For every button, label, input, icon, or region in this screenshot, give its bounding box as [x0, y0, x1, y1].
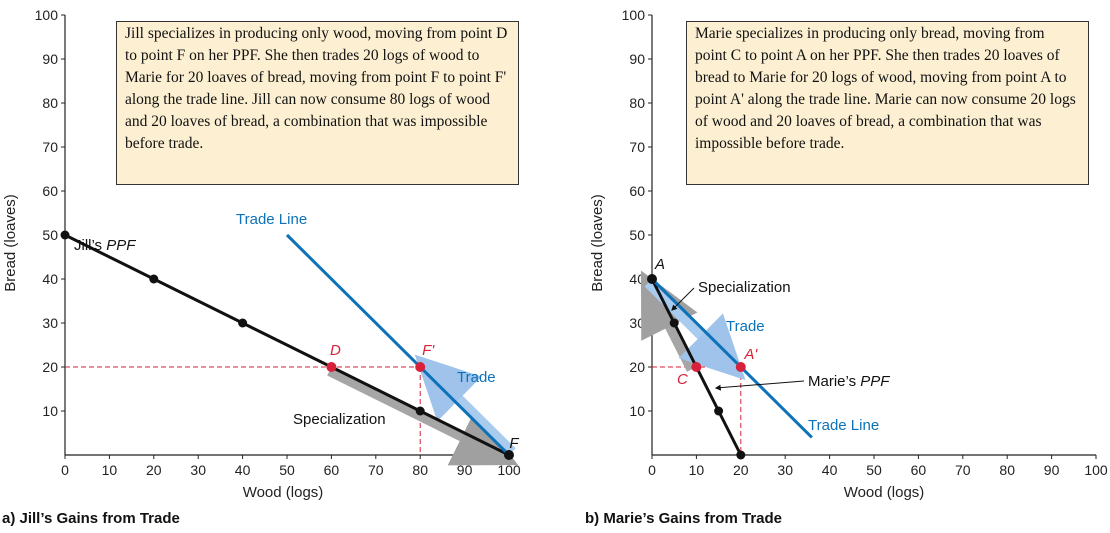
ppf-label-owner: Marie’s — [808, 373, 860, 390]
y-tick-label: 40 — [42, 271, 58, 287]
x-tick-label: 10 — [689, 462, 705, 478]
x-tick-label: 40 — [822, 462, 838, 478]
x-tick-label: 0 — [648, 462, 656, 478]
point-label-f: F — [509, 435, 519, 452]
y-tick-label: 30 — [629, 315, 645, 331]
x-tick-label: 50 — [279, 462, 295, 478]
ppf-line — [64, 233, 510, 457]
ppf-point — [60, 230, 70, 240]
y-tick-label: 60 — [629, 183, 645, 199]
trade-line-label: Trade Line — [236, 211, 307, 228]
labeled-point-f-prime — [415, 362, 426, 372]
y-tick-label: 50 — [629, 227, 645, 243]
ppf-label-pointer — [714, 380, 805, 391]
panel-a-explanation-note: Jill specializes in producing only wood,… — [116, 21, 519, 185]
trade-label: Trade — [457, 369, 496, 386]
x-tick-label: 30 — [190, 462, 206, 478]
y-tick-label: 10 — [629, 403, 645, 419]
panel-b: 10 20 30 40 50 60 70 80 90 100 0 10 20 30 40 50 60 70 80 90… — [585, 7, 1108, 527]
ppf-label-ppf: PPF — [106, 237, 136, 254]
x-tick-label: 90 — [1044, 462, 1060, 478]
trade-arrow — [414, 354, 516, 455]
y-tick-label: 60 — [42, 183, 58, 199]
y-tick-label: 10 — [42, 403, 58, 419]
x-tick-label: 70 — [955, 462, 971, 478]
point-label-a: A — [654, 256, 665, 273]
y-tick-label: 20 — [629, 359, 645, 375]
ppf-point — [736, 450, 746, 460]
ppf-label: Marie’s PPF — [808, 373, 890, 390]
x-tick-label: 80 — [412, 462, 428, 478]
specialization-label: Specialization — [293, 411, 386, 428]
ppf-label: Jill’s PPF — [74, 237, 136, 254]
y-tick-label: 70 — [42, 139, 58, 155]
labeled-point-d — [326, 362, 337, 372]
ppf-label-ppf: PPF — [860, 373, 890, 390]
x-tick-label: 80 — [999, 462, 1015, 478]
x-tick-label: 20 — [146, 462, 162, 478]
x-tick-label: 90 — [457, 462, 473, 478]
x-tick-label: 60 — [911, 462, 927, 478]
labeled-point-f — [504, 450, 514, 460]
ppf-point — [714, 406, 724, 416]
y-tick-label: 90 — [629, 51, 645, 67]
x-tick-label: 70 — [368, 462, 384, 478]
x-tick-label: 50 — [866, 462, 882, 478]
x-tick-label: 0 — [61, 462, 69, 478]
y-tick-label: 80 — [629, 95, 645, 111]
panel-caption: a) Jill’s Gains from Trade — [2, 510, 180, 527]
y-axis-title: Bread (loaves) — [2, 194, 19, 292]
panel-b-explanation-note: Marie specializes in producing only brea… — [686, 21, 1089, 185]
y-tick-label: 20 — [42, 359, 58, 375]
y-tick-label: 80 — [42, 95, 58, 111]
x-tick-label: 20 — [733, 462, 749, 478]
x-axis-title: Wood (logs) — [844, 484, 925, 501]
ppf-point — [238, 318, 248, 328]
point-label-a-prime: A' — [743, 346, 758, 363]
y-tick-label: 90 — [42, 51, 58, 67]
labeled-point-a-prime — [735, 362, 746, 372]
y-tick-label: 30 — [42, 315, 58, 331]
labeled-point-c — [691, 362, 702, 372]
panel-a: 10 20 30 40 50 60 70 80 90 100 0 10 20 30 40 50 60 70 80 90… — [2, 7, 521, 527]
point-label-f-prime: F' — [422, 342, 435, 359]
y-tick-label: 50 — [42, 227, 58, 243]
x-axis-title: Wood (logs) — [243, 484, 324, 501]
point-label-c: C — [677, 371, 688, 388]
x-tick-label: 60 — [324, 462, 340, 478]
x-tick-label: 100 — [1084, 462, 1108, 478]
y-tick-label: 100 — [622, 7, 646, 23]
trade-line-label: Trade Line — [808, 417, 879, 434]
specialization-label: Specialization — [698, 279, 791, 296]
specialization-label-pointer — [671, 287, 695, 311]
trade-line — [285, 233, 511, 457]
ppf-point — [669, 318, 679, 328]
trade-label: Trade — [726, 318, 765, 335]
x-tick-label: 40 — [235, 462, 251, 478]
labeled-point-a — [647, 274, 657, 284]
y-tick-label: 70 — [629, 139, 645, 155]
point-label-d: D — [330, 342, 341, 359]
trade-line — [650, 277, 813, 439]
y-tick-label: 40 — [629, 271, 645, 287]
ppf-label-owner: Jill’s — [74, 237, 106, 254]
x-tick-label: 30 — [777, 462, 793, 478]
x-tick-label: 10 — [102, 462, 118, 478]
panel-caption: b) Marie’s Gains from Trade — [585, 510, 782, 527]
y-tick-label: 100 — [35, 7, 59, 23]
x-tick-label: 100 — [497, 462, 521, 478]
y-axis-title: Bread (loaves) — [589, 194, 606, 292]
ppf-point — [149, 274, 159, 284]
ppf-point — [415, 406, 425, 416]
